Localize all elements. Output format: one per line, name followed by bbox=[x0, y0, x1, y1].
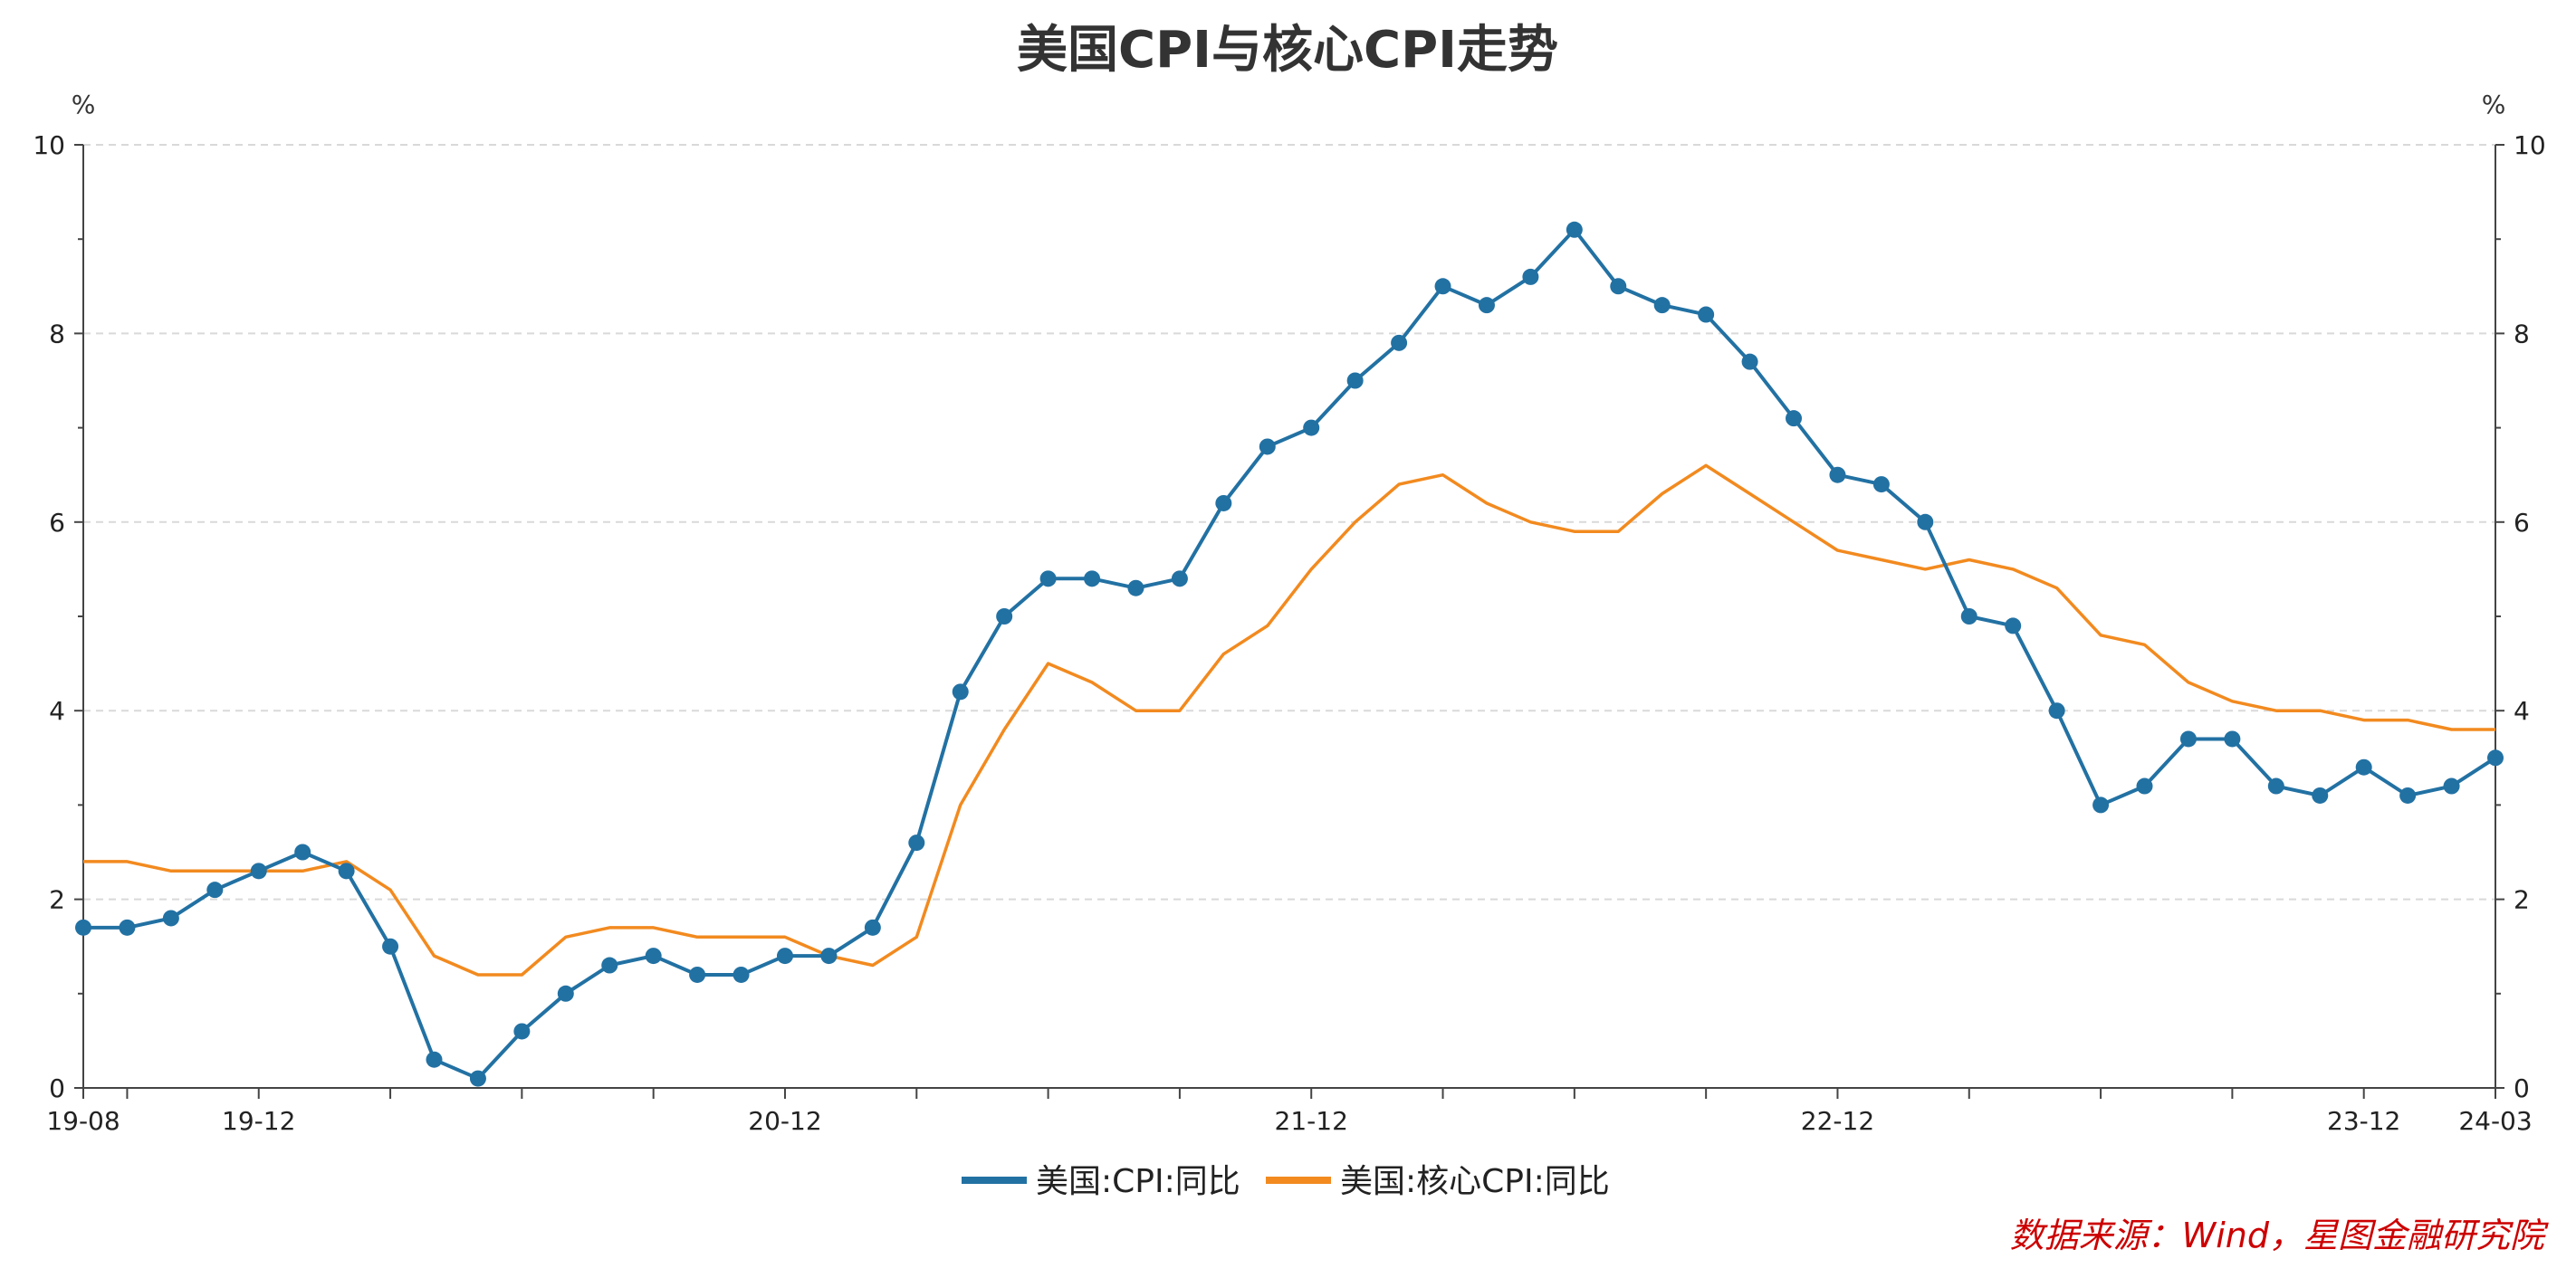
data-point-cpi bbox=[2267, 777, 2284, 795]
data-point-cpi bbox=[1786, 410, 1803, 427]
data-point-cpi bbox=[2487, 749, 2504, 767]
plot-area bbox=[75, 221, 2504, 1087]
legend-label-cpi: 美国:CPI:同比 bbox=[1036, 1163, 1240, 1200]
x-tick-label: 21-12 bbox=[1275, 1106, 1348, 1136]
x-tick-label: 19-12 bbox=[222, 1106, 295, 1136]
data-point-cpi bbox=[2136, 777, 2153, 795]
x-tick-label: 24-03 bbox=[2458, 1106, 2532, 1136]
data-point-cpi bbox=[1829, 466, 1846, 483]
y-tick-label-left: 4 bbox=[49, 696, 65, 726]
left-axis-unit: % bbox=[72, 90, 96, 119]
data-point-cpi bbox=[2005, 617, 2022, 634]
right-axis-unit: % bbox=[2482, 90, 2506, 119]
data-point-cpi bbox=[1698, 306, 1715, 323]
x-tick-label: 20-12 bbox=[748, 1106, 821, 1136]
data-point-cpi bbox=[996, 608, 1013, 625]
data-point-cpi bbox=[2443, 777, 2460, 795]
data-point-cpi bbox=[1127, 579, 1144, 596]
x-tick-label: 19-08 bbox=[46, 1106, 120, 1136]
data-point-cpi bbox=[1084, 570, 1101, 587]
data-point-cpi bbox=[119, 919, 136, 936]
data-point-cpi bbox=[1478, 297, 1495, 314]
data-point-cpi bbox=[2355, 758, 2372, 776]
data-point-cpi bbox=[952, 683, 969, 701]
data-point-cpi bbox=[513, 1023, 531, 1040]
data-point-cpi bbox=[469, 1070, 486, 1087]
legend: 美国:CPI:同比 美国:核心CPI:同比 bbox=[962, 1163, 1610, 1200]
data-point-cpi bbox=[1610, 278, 1627, 295]
x-tick-label: 23-12 bbox=[2327, 1106, 2400, 1136]
data-point-cpi bbox=[645, 948, 662, 965]
y-tick-label-left: 2 bbox=[49, 885, 65, 915]
data-point-cpi bbox=[2224, 730, 2241, 748]
data-point-cpi bbox=[1303, 419, 1320, 436]
data-point-cpi bbox=[601, 957, 618, 974]
chart-title: 美国CPI与核心CPI走势 bbox=[1017, 21, 1558, 80]
data-point-cpi bbox=[1960, 608, 1977, 625]
data-point-cpi bbox=[162, 910, 179, 927]
data-point-cpi bbox=[1566, 221, 1583, 238]
data-point-cpi bbox=[1434, 278, 1451, 295]
data-point-cpi bbox=[864, 919, 881, 936]
y-tick-label-left: 6 bbox=[49, 508, 65, 538]
data-point-cpi bbox=[426, 1051, 443, 1068]
data-point-cpi bbox=[206, 882, 224, 899]
data-point-cpi bbox=[250, 863, 267, 880]
data-point-cpi bbox=[820, 948, 838, 965]
legend-label-core-cpi: 美国:核心CPI:同比 bbox=[1340, 1163, 1610, 1200]
data-point-cpi bbox=[294, 844, 311, 861]
y-tick-label-right: 0 bbox=[2514, 1073, 2530, 1103]
data-point-cpi bbox=[338, 863, 355, 880]
data-point-cpi bbox=[733, 966, 750, 983]
data-point-cpi bbox=[1346, 372, 1364, 389]
data-point-cpi bbox=[382, 938, 399, 955]
data-point-cpi bbox=[2399, 787, 2417, 804]
y-tick-label-right: 2 bbox=[2514, 885, 2530, 915]
data-point-cpi bbox=[1872, 476, 1890, 493]
series-line-core-cpi bbox=[83, 463, 2495, 977]
data-point-cpi bbox=[908, 835, 925, 852]
axes: 0 0 2 2 4 4 6 6 8 8 10 10 19-08 19-12 20-12 21-12 22-12 2… bbox=[33, 130, 2545, 1136]
data-point-cpi bbox=[1391, 334, 1408, 351]
y-tick-label-left: 8 bbox=[49, 319, 65, 348]
data-point-cpi bbox=[2179, 730, 2197, 748]
source-note: 数据来源：Wind，星图金融研究院 bbox=[2010, 1216, 2549, 1255]
data-point-cpi bbox=[557, 985, 574, 1002]
data-point-cpi bbox=[776, 948, 793, 965]
data-point-cpi bbox=[1171, 570, 1188, 587]
y-tick-label-right: 6 bbox=[2514, 508, 2530, 538]
data-point-cpi bbox=[1259, 438, 1276, 455]
data-point-cpi bbox=[2092, 796, 2110, 814]
data-point-cpi bbox=[1039, 570, 1057, 587]
data-point-cpi bbox=[1522, 268, 1539, 285]
data-point-cpi bbox=[689, 966, 706, 983]
y-tick-label-right: 8 bbox=[2514, 319, 2530, 348]
data-point-cpi bbox=[1653, 297, 1671, 314]
x-tick-label: 22-12 bbox=[1801, 1106, 1874, 1136]
data-point-cpi bbox=[75, 919, 91, 936]
data-point-cpi bbox=[2312, 787, 2329, 804]
data-point-cpi bbox=[1741, 353, 1758, 370]
series-line-cpi bbox=[83, 227, 2497, 1081]
data-point-cpi bbox=[2048, 702, 2065, 720]
data-point-cpi bbox=[1215, 494, 1232, 511]
y-tick-label-right: 10 bbox=[2514, 130, 2546, 160]
data-point-cpi bbox=[1917, 513, 1934, 530]
y-tick-label-right: 4 bbox=[2514, 696, 2530, 726]
y-tick-label-left: 0 bbox=[49, 1073, 65, 1103]
y-tick-label-left: 10 bbox=[33, 130, 65, 160]
grid-lines bbox=[83, 144, 2495, 901]
